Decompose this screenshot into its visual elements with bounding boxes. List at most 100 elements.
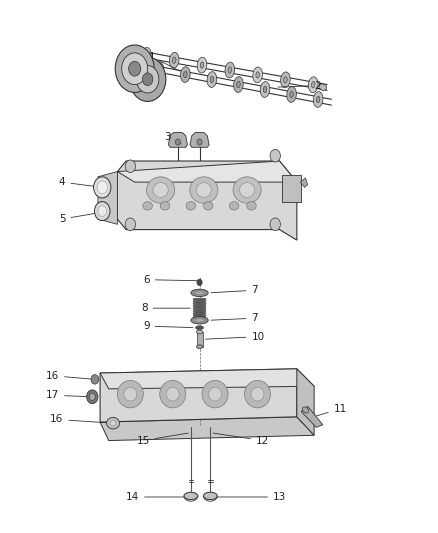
Ellipse shape bbox=[141, 47, 151, 63]
Ellipse shape bbox=[166, 387, 179, 401]
Ellipse shape bbox=[110, 421, 116, 426]
Ellipse shape bbox=[154, 62, 163, 77]
Ellipse shape bbox=[303, 407, 308, 413]
Ellipse shape bbox=[233, 177, 261, 203]
Ellipse shape bbox=[193, 304, 206, 306]
Circle shape bbox=[87, 390, 98, 403]
Ellipse shape bbox=[191, 289, 208, 296]
Ellipse shape bbox=[281, 72, 290, 88]
Ellipse shape bbox=[203, 492, 217, 499]
Ellipse shape bbox=[240, 183, 254, 197]
Ellipse shape bbox=[207, 71, 217, 87]
Ellipse shape bbox=[193, 312, 206, 314]
Ellipse shape bbox=[208, 387, 222, 401]
Ellipse shape bbox=[195, 291, 204, 295]
Circle shape bbox=[130, 57, 166, 101]
Ellipse shape bbox=[193, 316, 206, 318]
Text: 6: 6 bbox=[143, 274, 197, 285]
Circle shape bbox=[270, 149, 280, 162]
Circle shape bbox=[175, 139, 180, 145]
Circle shape bbox=[136, 66, 159, 93]
Ellipse shape bbox=[202, 381, 228, 408]
Text: 16: 16 bbox=[46, 370, 92, 381]
Ellipse shape bbox=[173, 57, 176, 63]
Ellipse shape bbox=[190, 177, 218, 203]
Ellipse shape bbox=[191, 317, 208, 324]
Polygon shape bbox=[297, 369, 314, 435]
Ellipse shape bbox=[230, 201, 239, 210]
Ellipse shape bbox=[196, 326, 203, 329]
Ellipse shape bbox=[308, 77, 318, 93]
Ellipse shape bbox=[197, 345, 202, 349]
Circle shape bbox=[197, 139, 202, 145]
Ellipse shape bbox=[193, 302, 206, 304]
Ellipse shape bbox=[124, 387, 137, 401]
Ellipse shape bbox=[117, 381, 143, 408]
Text: 12: 12 bbox=[213, 433, 269, 446]
Ellipse shape bbox=[143, 201, 152, 210]
Ellipse shape bbox=[186, 201, 196, 210]
Circle shape bbox=[125, 218, 135, 231]
Polygon shape bbox=[190, 133, 209, 147]
Circle shape bbox=[125, 160, 135, 173]
Ellipse shape bbox=[290, 91, 293, 98]
Polygon shape bbox=[100, 369, 297, 422]
Ellipse shape bbox=[316, 96, 320, 102]
Ellipse shape bbox=[260, 82, 270, 98]
Ellipse shape bbox=[193, 308, 206, 310]
Ellipse shape bbox=[193, 314, 206, 316]
Text: 16: 16 bbox=[50, 415, 110, 424]
Ellipse shape bbox=[193, 310, 206, 312]
Text: 8: 8 bbox=[141, 303, 190, 313]
Ellipse shape bbox=[251, 387, 264, 401]
Ellipse shape bbox=[160, 201, 170, 210]
Ellipse shape bbox=[97, 181, 107, 193]
Ellipse shape bbox=[106, 417, 120, 429]
Circle shape bbox=[142, 73, 153, 86]
Text: 5: 5 bbox=[59, 213, 99, 224]
Ellipse shape bbox=[170, 52, 179, 68]
Text: 7: 7 bbox=[211, 313, 258, 323]
Polygon shape bbox=[98, 172, 117, 224]
Ellipse shape bbox=[247, 201, 256, 210]
Text: 9: 9 bbox=[143, 321, 193, 331]
Text: 10: 10 bbox=[205, 332, 265, 342]
Ellipse shape bbox=[160, 381, 186, 408]
Ellipse shape bbox=[193, 306, 206, 308]
Ellipse shape bbox=[94, 177, 111, 198]
Text: 17: 17 bbox=[46, 390, 89, 400]
Circle shape bbox=[122, 53, 148, 85]
Bar bbox=[282, 175, 301, 201]
Ellipse shape bbox=[98, 206, 106, 216]
Polygon shape bbox=[117, 161, 297, 182]
Ellipse shape bbox=[319, 84, 327, 91]
Text: 7: 7 bbox=[211, 285, 258, 295]
Ellipse shape bbox=[157, 67, 160, 73]
Polygon shape bbox=[100, 417, 314, 441]
Text: 14: 14 bbox=[126, 492, 188, 502]
Ellipse shape bbox=[244, 381, 270, 408]
Ellipse shape bbox=[184, 71, 187, 78]
Ellipse shape bbox=[196, 183, 212, 197]
Polygon shape bbox=[100, 369, 314, 389]
Circle shape bbox=[197, 279, 202, 286]
Text: 1: 1 bbox=[148, 52, 180, 71]
Polygon shape bbox=[117, 161, 297, 240]
Text: 15: 15 bbox=[137, 433, 188, 446]
Ellipse shape bbox=[256, 72, 259, 78]
Text: 3: 3 bbox=[164, 132, 181, 144]
Ellipse shape bbox=[145, 52, 148, 59]
Ellipse shape bbox=[313, 92, 323, 107]
Ellipse shape bbox=[287, 86, 297, 102]
Ellipse shape bbox=[225, 62, 235, 78]
Circle shape bbox=[91, 375, 99, 384]
Ellipse shape bbox=[153, 183, 168, 197]
Ellipse shape bbox=[284, 77, 287, 83]
Ellipse shape bbox=[180, 67, 190, 83]
Polygon shape bbox=[168, 133, 187, 147]
Bar bbox=[197, 332, 202, 346]
Ellipse shape bbox=[228, 67, 232, 73]
Text: 11: 11 bbox=[312, 404, 347, 417]
Ellipse shape bbox=[195, 318, 204, 322]
Circle shape bbox=[270, 218, 280, 231]
